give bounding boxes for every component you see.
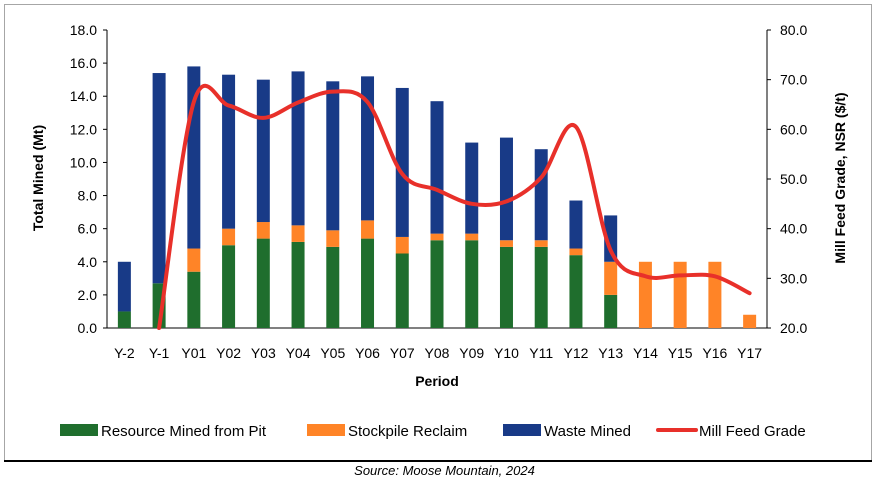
x-tick-label: Y17 — [737, 345, 762, 361]
bar-stockpile — [465, 233, 479, 241]
y2-axis-title: Mill Feed Grade, NSR ($/t) — [832, 92, 848, 263]
x-tick-label: Y16 — [702, 345, 727, 361]
bar-stockpile — [395, 236, 409, 254]
bar-waste — [604, 215, 618, 262]
legend-label-stockpile: Stockpile Reclaim — [348, 423, 467, 440]
y2-tick-label: 60.0 — [780, 121, 807, 137]
legend-swatch-stockpile — [307, 424, 345, 436]
bar-waste — [430, 101, 444, 234]
bar-resource — [395, 253, 409, 328]
y-tick-label: 8.0 — [78, 188, 98, 204]
x-tick-label: Y01 — [181, 345, 206, 361]
y-axis-title: Total Mined (Mt) — [30, 125, 46, 231]
bar-resource — [361, 238, 375, 328]
y2-tick-label: 20.0 — [780, 320, 807, 336]
mill-feed-grade-line — [157, 83, 752, 330]
stacked-bar-chart: 0.0 2.0 4.0 6.0 8.0 10.0 12.0 14.0 16.0 18.0 20.0 3… — [30, 22, 848, 440]
x-tick-label: Y13 — [598, 345, 623, 361]
bar-waste — [152, 73, 166, 284]
bar-stockpile — [361, 220, 375, 239]
bar-waste — [117, 261, 131, 312]
bar-resource — [291, 241, 305, 328]
bar-stockpile — [499, 240, 513, 247]
y-tick-label: 6.0 — [78, 221, 98, 237]
bar-stockpile — [708, 261, 722, 328]
y-tick-label: 16.0 — [70, 55, 97, 71]
legend: Resource Mined from Pit Stockpile Reclai… — [60, 423, 806, 440]
legend-swatch-resource — [60, 424, 98, 436]
bar-waste — [256, 79, 270, 223]
y-tick-label: 0.0 — [78, 320, 98, 336]
bar-stockpile — [569, 248, 583, 256]
bar-resource — [534, 246, 548, 328]
y2-tick-label: 40.0 — [780, 221, 807, 237]
bar-stockpile — [187, 248, 201, 272]
bar-resource — [326, 246, 340, 328]
x-tick-label: Y03 — [251, 345, 276, 361]
x-tick-label: Y10 — [494, 345, 519, 361]
y-tick-label: 12.0 — [70, 121, 97, 137]
bar-resource — [499, 246, 513, 328]
x-axis-title: Period — [415, 373, 459, 389]
bar-resource — [465, 240, 479, 328]
bar-stockpile — [743, 314, 757, 328]
bar-resource — [117, 311, 131, 328]
bottom-rule — [4, 460, 872, 462]
bar-waste — [395, 87, 409, 237]
bar-resource — [256, 238, 270, 328]
bar-waste — [222, 74, 236, 229]
bar-stockpile — [673, 261, 687, 328]
y-tick-label: 4.0 — [78, 254, 98, 270]
bar-waste — [534, 149, 548, 241]
source-caption: Source: Moose Mountain, 2024 — [354, 463, 535, 478]
y2-tick-label: 50.0 — [780, 171, 807, 187]
bar-resource — [222, 245, 236, 328]
bar-resource — [604, 294, 618, 328]
x-tick-label: Y07 — [390, 345, 415, 361]
bar-stockpile — [638, 261, 652, 328]
bar-stockpile — [430, 233, 444, 241]
bar-stockpile — [222, 228, 236, 246]
legend-label-resource: Resource Mined from Pit — [101, 423, 267, 440]
y-tick-label: 14.0 — [70, 88, 97, 104]
bar-waste — [569, 200, 583, 249]
legend-label-waste: Waste Mined — [544, 423, 631, 440]
bar-waste — [499, 137, 513, 241]
bar-waste — [326, 81, 340, 231]
bar-resource — [569, 255, 583, 328]
x-tick-label: Y06 — [355, 345, 380, 361]
legend-swatch-waste — [503, 424, 541, 436]
x-tick-label: Y11 — [529, 345, 553, 361]
bar-stockpile — [534, 240, 548, 247]
x-tick-label: Y08 — [425, 345, 450, 361]
bar-stockpile — [326, 230, 340, 247]
x-tick-label: Y09 — [459, 345, 484, 361]
y-tick-label: 18.0 — [70, 22, 97, 38]
x-tick-label: Y-1 — [149, 345, 170, 361]
y2-tick-label: 30.0 — [780, 270, 807, 286]
x-tick-label: Y04 — [286, 345, 311, 361]
bar-resource — [430, 240, 444, 328]
x-tick-label: Y05 — [320, 345, 345, 361]
y-tick-label: 10.0 — [70, 154, 97, 170]
bar-stockpile — [291, 225, 305, 242]
y2-tick-label: 70.0 — [780, 72, 807, 88]
y-tick-label: 2.0 — [78, 287, 98, 303]
bar-stockpile — [256, 222, 270, 239]
bar-resource — [187, 271, 201, 328]
chart-frame — [4, 4, 872, 460]
bar-waste — [291, 71, 305, 226]
bar-waste — [465, 142, 479, 234]
x-tick-label: Y15 — [668, 345, 693, 361]
x-tick-label: Y-2 — [114, 345, 135, 361]
bar-waste — [361, 76, 375, 221]
bar-stockpile — [604, 261, 618, 295]
x-tick-label: Y02 — [216, 345, 241, 361]
y2-tick-label: 80.0 — [780, 22, 807, 38]
x-tick-label: Y14 — [633, 345, 658, 361]
legend-label-grade: Mill Feed Grade — [699, 423, 806, 440]
x-tick-label: Y12 — [563, 345, 588, 361]
